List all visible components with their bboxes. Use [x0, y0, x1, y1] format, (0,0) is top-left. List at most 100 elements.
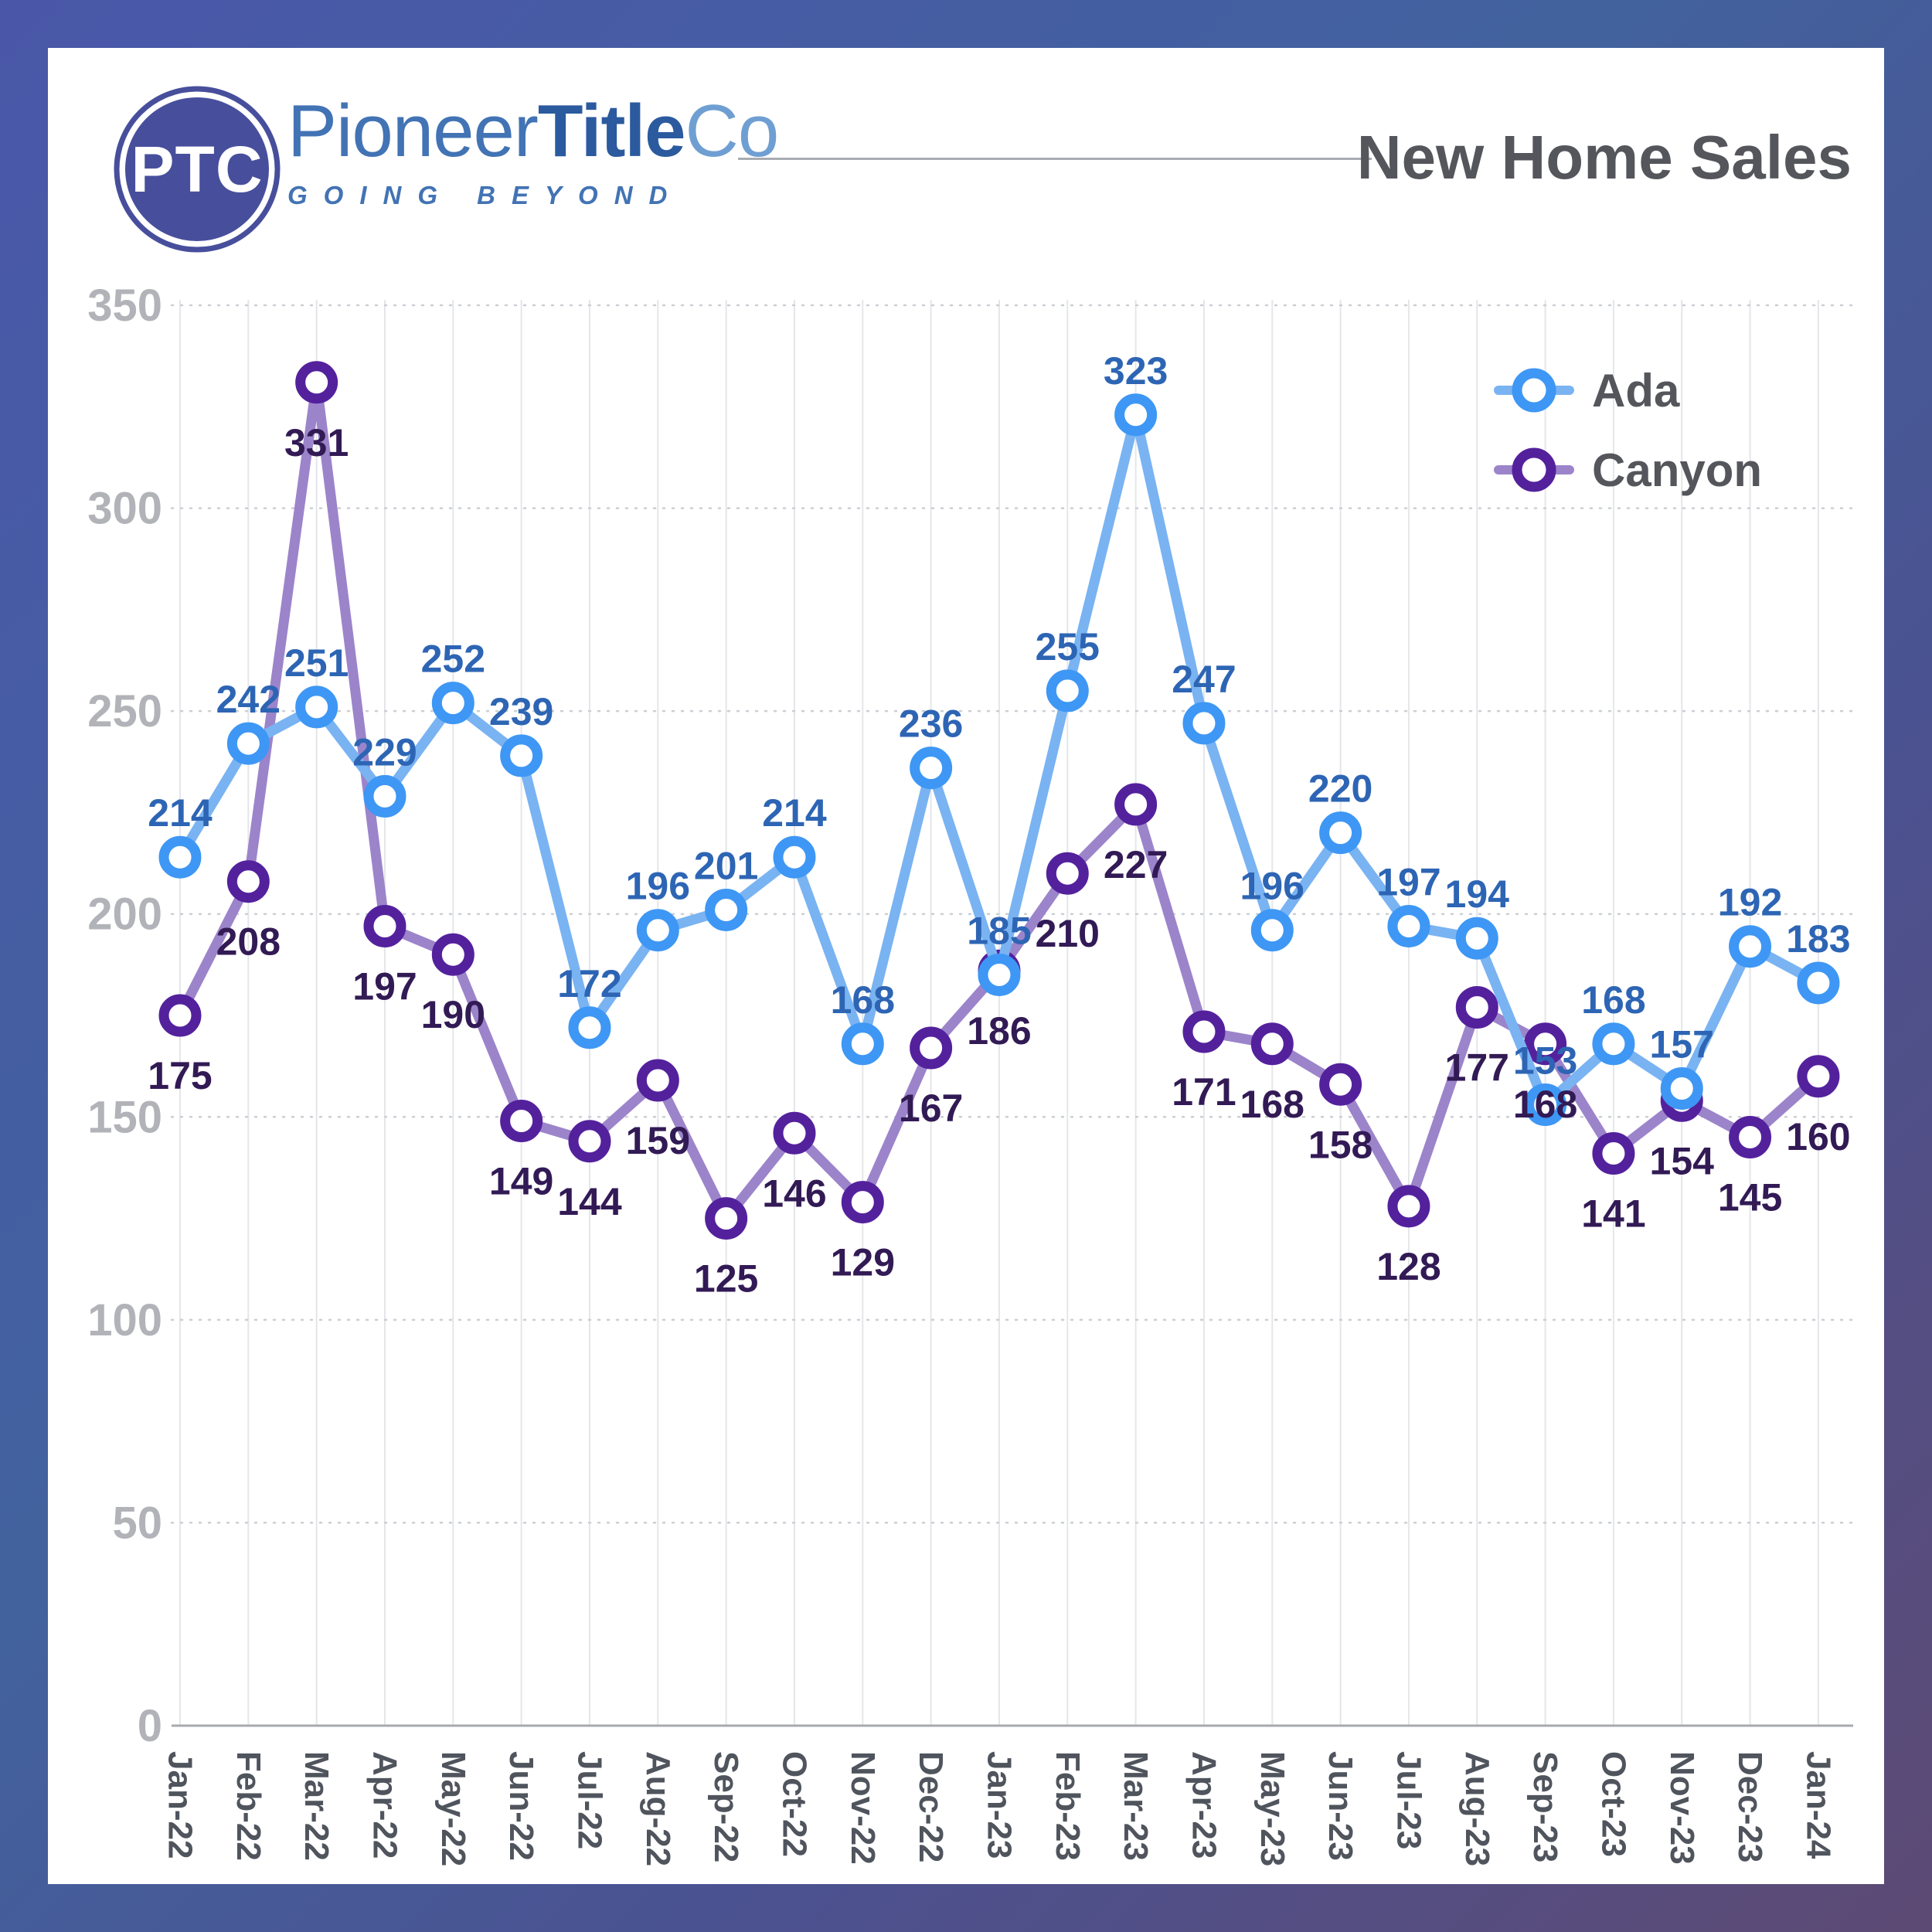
- data-label-ada: 251: [284, 641, 349, 685]
- y-axis-label: 300: [87, 484, 162, 534]
- x-axis-label: Jan-23: [980, 1751, 1018, 1859]
- x-axis-label: Dec-23: [1731, 1751, 1769, 1862]
- legend-label-ada: Ada: [1592, 365, 1680, 417]
- data-point-ada: [295, 685, 338, 729]
- data-label-canyon: 158: [1308, 1123, 1372, 1166]
- data-label-ada: 196: [1240, 865, 1304, 908]
- data-point-ada: [1455, 917, 1498, 960]
- y-axis-label: 100: [87, 1295, 162, 1345]
- x-axis-label: Jan-24: [1799, 1751, 1837, 1859]
- x-axis-label: Feb-22: [230, 1751, 267, 1861]
- data-point-ada: [841, 1022, 884, 1066]
- legend-marker-canyon: [1512, 447, 1556, 492]
- y-axis-label: 50: [112, 1498, 162, 1548]
- y-axis-label: 250: [87, 686, 162, 736]
- data-label-ada: 220: [1308, 767, 1372, 811]
- data-point-canyon: [1046, 852, 1089, 895]
- data-point-ada: [568, 1006, 611, 1049]
- x-axis-label: Sep-22: [707, 1751, 745, 1862]
- data-point-ada: [1387, 904, 1430, 947]
- data-point-ada: [431, 682, 474, 725]
- data-point-ada: [226, 722, 270, 765]
- data-label-canyon: 186: [967, 1009, 1031, 1053]
- data-label-ada: 255: [1036, 625, 1100, 668]
- x-axis-label: Apr-23: [1185, 1751, 1223, 1859]
- x-axis-label: Dec-22: [912, 1751, 950, 1862]
- data-label-ada: 323: [1104, 349, 1168, 393]
- data-label-canyon: 141: [1581, 1192, 1645, 1236]
- legend-marker-ada: [1512, 368, 1556, 413]
- data-point-canyon: [1182, 1010, 1226, 1053]
- x-axis-label: Jul-23: [1389, 1751, 1427, 1849]
- data-label-canyon: 331: [284, 421, 349, 464]
- data-label-ada: 168: [1581, 978, 1645, 1022]
- x-axis-label: Aug-22: [639, 1751, 677, 1866]
- data-point-canyon: [1250, 1022, 1294, 1066]
- data-label-ada: 168: [831, 978, 895, 1022]
- data-point-canyon: [295, 361, 338, 404]
- data-point-ada: [1319, 811, 1362, 855]
- y-axis-label: 200: [87, 889, 162, 940]
- x-axis-label: Sep-23: [1526, 1751, 1564, 1862]
- data-label-ada: 252: [421, 638, 485, 681]
- data-label-canyon: 208: [216, 920, 281, 964]
- data-label-canyon: 145: [1718, 1176, 1782, 1219]
- data-point-canyon: [1797, 1055, 1840, 1098]
- data-label-canyon: 175: [148, 1054, 212, 1097]
- data-point-ada: [158, 835, 202, 879]
- data-label-canyon: 171: [1172, 1070, 1236, 1114]
- data-point-canyon: [1729, 1116, 1772, 1159]
- x-axis-label: Jul-22: [570, 1751, 608, 1849]
- x-axis-label: Oct-23: [1594, 1751, 1632, 1857]
- data-point-canyon: [1524, 1022, 1567, 1066]
- brand-name-co: Co: [685, 90, 780, 172]
- brand-block: PioneerTitleCo GOING BEYOND: [287, 94, 779, 210]
- data-label-canyon: 160: [1786, 1115, 1850, 1158]
- data-label-ada: 236: [899, 702, 963, 746]
- brand-name: PioneerTitleCo: [287, 94, 779, 168]
- y-axis-label: 350: [87, 281, 162, 331]
- data-label-canyon: 227: [1104, 843, 1168, 886]
- brand-tagline: GOING BEYOND: [287, 181, 684, 209]
- data-point-ada: [773, 835, 816, 879]
- data-label-canyon: 168: [1240, 1083, 1304, 1126]
- data-label-canyon: 167: [899, 1087, 963, 1130]
- data-label-ada: 157: [1650, 1023, 1714, 1066]
- data-label-ada: 229: [352, 730, 417, 774]
- x-axis-label: Mar-22: [298, 1751, 335, 1861]
- data-label-canyon: 128: [1376, 1245, 1440, 1288]
- x-axis-label: Jan-22: [162, 1751, 199, 1859]
- data-point-ada: [500, 734, 543, 777]
- data-point-ada: [910, 747, 953, 790]
- data-point-canyon: [1319, 1063, 1362, 1106]
- data-point-ada: [1524, 1083, 1567, 1127]
- x-axis-label: Feb-23: [1049, 1751, 1087, 1861]
- data-point-ada: [1660, 1067, 1703, 1111]
- data-label-canyon: 144: [557, 1180, 622, 1223]
- chart-card: [48, 48, 1884, 1884]
- data-point-canyon: [363, 904, 406, 947]
- brand-name-pioneer: Pioneer: [287, 90, 539, 172]
- data-point-ada: [1592, 1022, 1635, 1066]
- y-axis-label: 150: [87, 1092, 162, 1142]
- brand-name-title: Title: [537, 90, 686, 172]
- data-point-canyon: [636, 1059, 679, 1102]
- x-axis-label: Apr-22: [366, 1751, 403, 1859]
- data-label-canyon: 125: [694, 1257, 758, 1301]
- data-label-ada: 214: [148, 791, 213, 835]
- data-label-canyon: 190: [421, 993, 485, 1036]
- data-point-canyon: [841, 1181, 884, 1224]
- x-axis-label: May-23: [1253, 1751, 1291, 1866]
- data-point-ada: [363, 774, 406, 818]
- data-point-ada: [1250, 909, 1294, 952]
- data-label-canyon: 154: [1650, 1139, 1715, 1182]
- data-label-canyon: 146: [762, 1172, 826, 1215]
- data-point-canyon: [773, 1111, 816, 1155]
- data-point-canyon: [226, 860, 270, 903]
- legend-label-canyon: Canyon: [1592, 444, 1762, 496]
- data-point-ada: [1182, 702, 1226, 745]
- x-axis-label: Oct-22: [775, 1751, 813, 1857]
- data-point-canyon: [431, 933, 474, 976]
- data-label-ada: 192: [1718, 881, 1782, 924]
